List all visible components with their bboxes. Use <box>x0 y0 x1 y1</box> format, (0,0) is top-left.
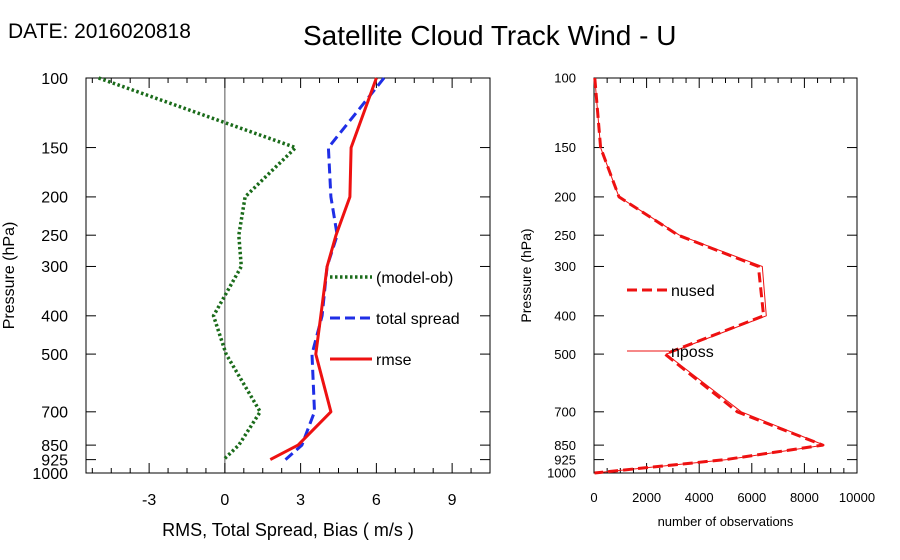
y-tick-label: 100 <box>554 71 576 86</box>
y-tick-label: 1000 <box>547 466 576 481</box>
series-line-total-spread <box>284 77 386 461</box>
series-line-nused <box>593 77 825 475</box>
plot-frame <box>593 77 858 474</box>
y-tick-label: 700 <box>41 405 68 422</box>
y-tick-label: 300 <box>554 259 576 274</box>
y-tick-label: 925 <box>41 452 68 469</box>
y-tick-label: 500 <box>554 347 576 362</box>
y-tick-label: 400 <box>554 308 576 323</box>
y-tick-label: 925 <box>554 452 576 467</box>
y-tick-label: 850 <box>41 438 68 455</box>
y-axis-label: Pressure (hPa) <box>1 222 18 330</box>
y-tick-label: 150 <box>41 140 68 157</box>
y-tick-label: 250 <box>41 228 68 245</box>
x-tick-label: 6 <box>372 492 381 509</box>
x-axis-label: number of observations <box>658 514 794 529</box>
legend-label: (model-ob) <box>376 270 453 287</box>
x-tick-label: 6000 <box>737 490 766 505</box>
y-tick-label: 100 <box>41 71 68 88</box>
x-axis-label: RMS, Total Spread, Bias ( m/s ) <box>162 520 414 540</box>
y-tick-label: 250 <box>554 228 576 243</box>
x-tick-label: -3 <box>142 492 156 509</box>
y-axis-label: Pressure (hPa) <box>518 228 534 322</box>
x-tick-label: 3 <box>296 492 305 509</box>
y-tick-label: 200 <box>41 190 68 207</box>
x-tick-label: 10000 <box>839 490 875 505</box>
y-tick-label: 700 <box>554 404 576 419</box>
date-label: DATE: 2016020818 <box>8 20 191 43</box>
y-tick-label: 500 <box>41 347 68 364</box>
legend-label: nposs <box>671 344 714 361</box>
x-tick-label: 8000 <box>790 490 819 505</box>
x-tick-label: 0 <box>220 492 229 509</box>
legend-label: nused <box>671 283 715 300</box>
y-tick-label: 300 <box>41 259 68 276</box>
x-tick-label: 0 <box>590 490 597 505</box>
chart-title: Satellite Cloud Track Wind - U <box>303 20 677 51</box>
series-line-model-ob <box>98 76 298 461</box>
legend-label: total spread <box>376 311 460 328</box>
series-line-nposs <box>594 77 825 474</box>
x-tick-label: 2000 <box>632 490 661 505</box>
x-tick-label: 4000 <box>685 490 714 505</box>
y-tick-label: 1000 <box>32 466 68 483</box>
legend-label: rmse <box>376 352 412 369</box>
y-tick-label: 850 <box>554 438 576 453</box>
plot-frame <box>85 77 491 474</box>
y-tick-label: 150 <box>554 140 576 155</box>
y-tick-label: 400 <box>41 309 68 326</box>
series-line-rmse <box>269 77 378 461</box>
y-tick-label: 200 <box>554 190 576 205</box>
x-tick-label: 9 <box>448 492 457 509</box>
